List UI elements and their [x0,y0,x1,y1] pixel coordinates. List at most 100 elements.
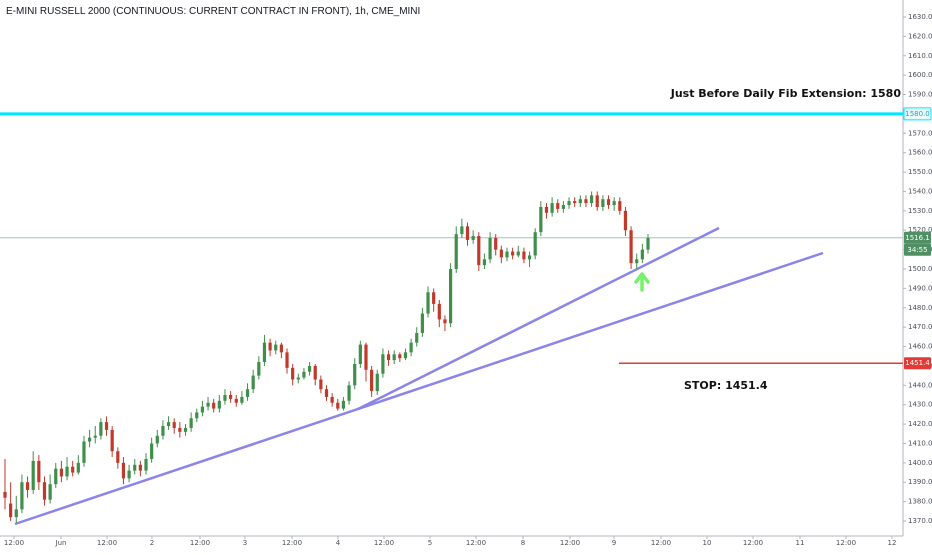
candle-body [358,344,362,364]
y-tick-label: 1520.0 [908,226,932,234]
candle-body [629,230,633,264]
x-tick-label: 5 [428,539,432,547]
candle-body [59,468,64,477]
candle-body [127,470,131,479]
x-tick-label: 12:00 [836,539,856,547]
y-tick-label: 1410.0 [908,439,932,447]
candle-body [533,232,537,256]
candle-body [403,352,408,359]
last-price-tag-text: 1516.1 [905,234,930,242]
x-tick-label: 12:00 [4,539,24,547]
candle-body [330,396,334,403]
x-tick-label: 12 [888,539,897,547]
candle-body [54,468,58,485]
candle-body [516,251,520,256]
x-tick-label: 12:00 [190,539,210,547]
green-up-arrow-icon [634,272,650,292]
candle-body [471,236,475,240]
candle-body [398,354,402,359]
candle-body [285,352,289,368]
candle-body [409,342,413,353]
candle-body [375,373,379,392]
candle-body [415,332,419,343]
y-tick-label: 1540.0 [908,187,932,195]
fib-price-tag-box [903,107,932,121]
stop-label: STOP: 1451.4 [684,379,768,392]
candle-body [65,466,69,477]
candle-body [144,458,148,471]
candle-body [527,255,532,260]
candle-body [578,199,582,204]
candle-body [31,460,35,490]
candle-body [341,400,346,409]
x-tick-label: 12:00 [466,539,486,547]
candle-body [386,354,391,361]
candle-body [494,237,498,250]
candle-body [465,226,470,240]
candle-body [640,249,644,260]
candle-body [302,371,306,378]
candle-body [589,195,594,204]
y-tick-label: 1430.0 [908,401,932,409]
x-tick-label: 10 [703,539,712,547]
candle-body [251,375,255,390]
trendline-lower[interactable] [14,251,824,526]
candle-body [635,259,639,264]
candle-body [240,396,244,403]
candle-body [48,484,52,500]
trendline-upper[interactable] [357,226,720,411]
y-tick-label: 1380.0 [908,498,932,506]
candle-body [370,369,374,392]
x-tick-label: 11 [796,539,805,547]
candle-body [178,427,182,432]
candle-body [567,201,571,206]
candle-body [99,422,103,436]
candle-body [116,451,120,463]
candle-body [212,402,216,409]
candle-body [234,398,238,403]
x-tick-label: 8 [521,539,525,547]
candle-body [257,362,261,376]
candle-body [223,395,227,401]
candle-body [307,365,312,372]
candle-body [172,422,176,428]
y-tick-label: 1480.0 [908,304,932,312]
candle-body [618,201,622,211]
candle-body [76,462,80,473]
candle-body [296,377,300,380]
y-tick-label: 1590.0 [908,91,932,99]
candle-body [14,509,18,518]
candle-body [595,195,599,207]
candle-body [522,251,526,260]
candle-body [353,363,357,386]
candle-body [3,491,7,498]
candle-body [544,206,549,213]
candle-body [601,199,605,207]
candle-body [9,503,13,518]
candle-body [121,462,126,479]
candle-body [606,199,611,206]
candle-body [245,389,250,397]
fib-price-tag-text: 1580.0 [905,110,930,118]
x-tick-label: 9 [612,539,616,547]
candle-body [347,385,351,401]
y-tick-label: 1440.0 [908,381,932,389]
y-tick-label: 1460.0 [908,343,932,351]
x-tick-label: 12:00 [651,539,671,547]
y-tick-label: 1600.0 [908,71,932,79]
x-tick-label: 12:00 [282,539,302,547]
green-up-arrow-shape [634,272,650,292]
countdown-tag-box [904,243,931,256]
candle-body [623,210,628,231]
x-tick-label: 12:00 [97,539,117,547]
candle-body [561,205,565,209]
candle-body [584,199,588,204]
y-tick-label: 1630.0 [908,13,932,21]
candle-body [37,460,41,483]
candle-body [499,249,503,258]
stop-price-tag-text: 1451.4 [905,359,930,367]
candle-body [437,303,441,320]
candle-body [443,319,447,324]
candle-body [420,313,424,333]
